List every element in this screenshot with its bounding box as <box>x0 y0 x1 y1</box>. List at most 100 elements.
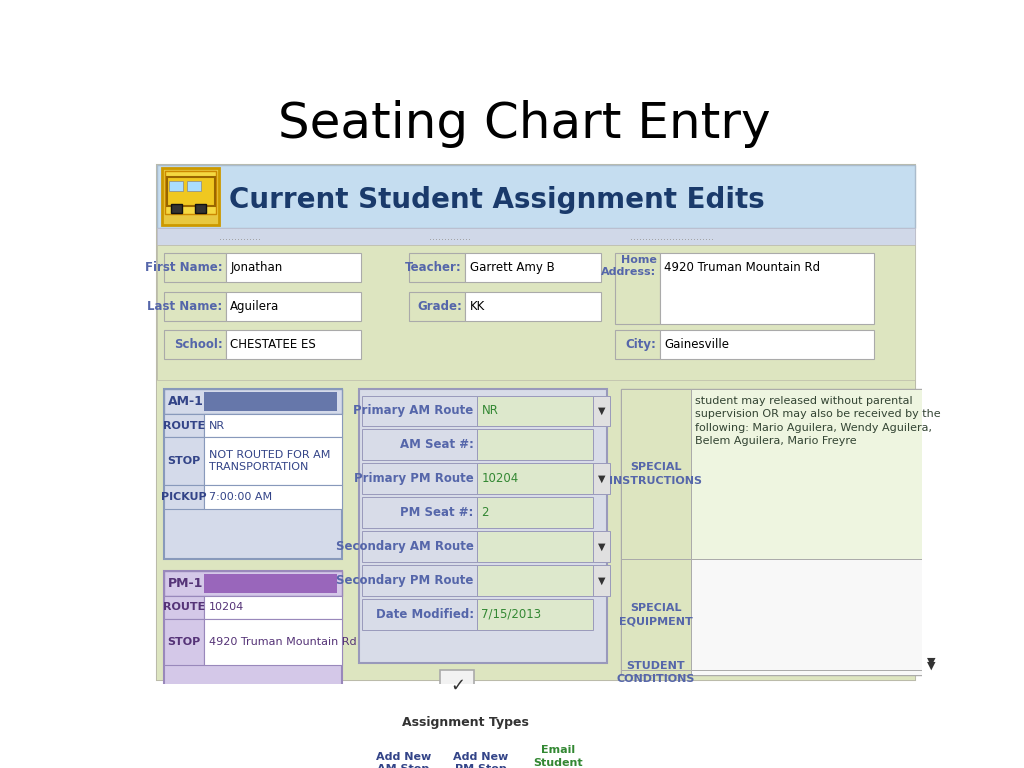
Text: ROUTE: ROUTE <box>163 602 205 612</box>
Text: Secondary PM Route: Secondary PM Route <box>336 574 474 587</box>
Text: School:: School: <box>174 338 222 351</box>
Text: Teacher:: Teacher: <box>406 261 462 274</box>
Bar <box>225 330 361 359</box>
Bar <box>362 599 477 630</box>
Bar <box>477 429 593 460</box>
Bar <box>171 204 182 213</box>
Bar <box>593 396 610 426</box>
Bar <box>465 253 601 283</box>
Text: 7/15/2013: 7/15/2013 <box>481 607 542 621</box>
Text: 4920 Truman Mountain Rd: 4920 Truman Mountain Rd <box>209 637 356 647</box>
Bar <box>169 180 183 191</box>
Text: Primary AM Route: Primary AM Route <box>353 405 474 418</box>
Bar <box>167 177 215 206</box>
Bar <box>362 565 477 596</box>
Bar <box>187 180 201 191</box>
Text: NR: NR <box>209 421 224 431</box>
Bar <box>204 485 342 509</box>
Text: Grade:: Grade: <box>417 300 462 313</box>
Bar <box>440 670 474 701</box>
Text: ..............: .............. <box>429 231 471 241</box>
Text: Assignment Types: Assignment Types <box>401 716 528 729</box>
Text: STUDENT
CONDITIONS: STUDENT CONDITIONS <box>616 661 695 684</box>
Text: Gainesville: Gainesville <box>665 338 729 351</box>
Text: ▼: ▼ <box>598 541 605 551</box>
Text: ▼: ▼ <box>598 406 605 416</box>
Bar <box>465 292 601 321</box>
Bar <box>444 743 518 768</box>
Bar <box>925 670 939 675</box>
Bar <box>621 559 690 670</box>
Bar <box>359 389 607 663</box>
Bar <box>162 168 219 225</box>
Text: NR: NR <box>481 405 499 418</box>
Text: ............................: ............................ <box>630 231 714 241</box>
Bar <box>362 497 477 528</box>
Text: ▼: ▼ <box>928 656 936 666</box>
Bar <box>204 414 342 437</box>
Bar <box>204 437 342 485</box>
Text: 10204: 10204 <box>481 472 518 485</box>
Bar <box>415 709 515 735</box>
Text: ✓: ✓ <box>450 677 465 695</box>
Bar <box>204 392 337 411</box>
Bar <box>410 292 465 321</box>
Bar <box>158 246 915 380</box>
Bar <box>165 171 216 214</box>
Bar <box>158 165 915 680</box>
Bar <box>477 463 593 494</box>
Text: Garrett Amy B: Garrett Amy B <box>470 261 555 274</box>
Bar <box>225 253 361 283</box>
Bar <box>477 565 593 596</box>
Bar <box>158 380 915 680</box>
Bar <box>164 389 342 414</box>
Text: Add New
PM Stop: Add New PM Stop <box>453 752 508 768</box>
Bar <box>362 429 477 460</box>
Bar <box>477 531 593 562</box>
Bar <box>659 253 873 324</box>
Bar <box>477 599 593 630</box>
Text: Home
Address:: Home Address: <box>601 255 656 277</box>
Bar <box>362 531 477 562</box>
Bar <box>164 414 204 437</box>
Text: Seating Chart Entry: Seating Chart Entry <box>279 100 771 148</box>
Text: City:: City: <box>626 338 656 351</box>
Text: KK: KK <box>470 300 485 313</box>
Text: ..............: .............. <box>219 231 261 241</box>
Bar <box>690 559 925 670</box>
Text: 7:00:00 AM: 7:00:00 AM <box>209 492 271 502</box>
Text: CHESTATEE ES: CHESTATEE ES <box>230 338 316 351</box>
Bar <box>158 165 915 228</box>
Text: PICKUP: PICKUP <box>161 492 207 502</box>
Text: PM Seat #:: PM Seat #: <box>400 506 474 519</box>
Text: 2: 2 <box>481 506 488 519</box>
Bar <box>164 571 342 596</box>
Bar <box>164 292 225 321</box>
Bar <box>164 485 204 509</box>
Text: ▼: ▼ <box>598 474 605 484</box>
Text: 4920 Truman Mountain Rd: 4920 Truman Mountain Rd <box>665 261 820 273</box>
Text: STOP: STOP <box>167 456 201 466</box>
Bar <box>204 619 342 665</box>
Bar <box>925 559 939 670</box>
Bar <box>614 253 659 324</box>
Bar <box>195 204 206 213</box>
Bar <box>593 463 610 494</box>
Text: Primary PM Route: Primary PM Route <box>354 472 474 485</box>
Bar <box>614 330 659 359</box>
Bar <box>164 389 342 559</box>
Text: Date Modified:: Date Modified: <box>376 607 474 621</box>
Bar <box>164 619 204 665</box>
Bar <box>410 253 465 283</box>
Text: Current Student Assignment Edits: Current Student Assignment Edits <box>228 186 765 214</box>
Bar <box>659 330 873 359</box>
Text: PM-1: PM-1 <box>168 577 204 590</box>
Bar <box>164 571 342 702</box>
Bar <box>362 463 477 494</box>
Bar <box>593 565 610 596</box>
Text: ROUTE: ROUTE <box>163 421 205 431</box>
Bar <box>521 743 595 768</box>
Text: NOT ROUTED FOR AM
TRANSPORTATION: NOT ROUTED FOR AM TRANSPORTATION <box>209 450 330 472</box>
Text: Secondary AM Route: Secondary AM Route <box>336 540 474 553</box>
Text: AM Seat #:: AM Seat #: <box>399 439 474 452</box>
